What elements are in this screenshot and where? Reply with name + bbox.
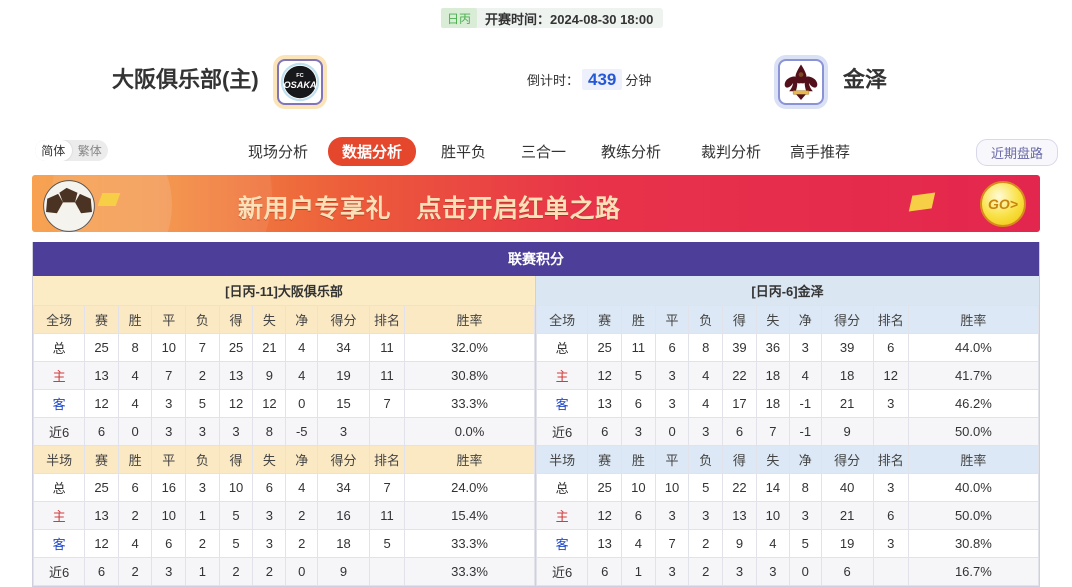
svg-text:OSAKA: OSAKA: [283, 80, 316, 90]
svg-text:FC: FC: [296, 73, 304, 79]
